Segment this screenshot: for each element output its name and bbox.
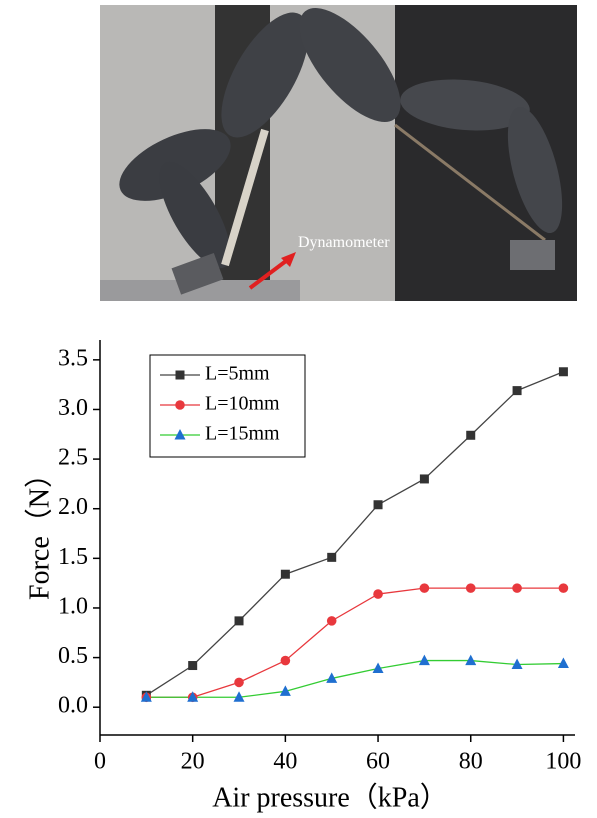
photo-clamp [510, 240, 555, 270]
photo-segment [400, 79, 530, 131]
photo: Dynamometer [100, 5, 577, 301]
data-point [326, 616, 337, 626]
x-tick-label: 0 [94, 749, 106, 775]
x-tick-label: 40 [273, 749, 297, 775]
y-tick-label: 0.0 [58, 693, 88, 719]
photo-clamp [171, 252, 224, 295]
y-tick-label: 2.0 [58, 494, 88, 520]
data-point [511, 658, 523, 670]
data-point [233, 691, 245, 702]
data-point [466, 430, 476, 440]
data-point [512, 386, 522, 396]
legend-marker [175, 370, 185, 380]
x-axis-label: Air pressure（kPa） [212, 781, 448, 813]
y-tick-label: 1.0 [58, 593, 88, 619]
data-point [280, 569, 290, 579]
photo-annotation: Dynamometer [298, 234, 390, 251]
y-tick-label: 3.0 [58, 395, 88, 421]
legend-marker [174, 429, 186, 440]
y-tick-label: 2.5 [58, 445, 88, 471]
data-point [557, 657, 569, 669]
x-tick-label: 100 [545, 749, 581, 775]
data-point [372, 662, 384, 674]
annotation-arrowhead [281, 252, 296, 267]
series-line [145, 371, 564, 696]
legend-marker [175, 400, 185, 410]
series-line [146, 587, 564, 698]
data-point [187, 691, 199, 702]
data-point [234, 616, 244, 626]
data-point [280, 655, 291, 666]
legend-label: L=15mm [205, 423, 280, 445]
photo-base [100, 280, 300, 301]
data-point [327, 552, 337, 562]
data-point [465, 583, 476, 593]
data-point [234, 677, 244, 688]
data-point [279, 685, 291, 696]
photo-segment [507, 106, 563, 234]
y-tick-label: 1.5 [58, 544, 88, 570]
photo-string [394, 123, 546, 242]
data-point [418, 654, 430, 666]
data-point [373, 500, 383, 510]
data-point [512, 583, 522, 593]
photo-segment [299, 8, 401, 122]
annotation-arrow [248, 256, 292, 290]
data-point [326, 672, 338, 683]
y-tick-label: 0.5 [58, 643, 88, 669]
x-tick-label: 80 [459, 749, 483, 775]
data-point [558, 583, 569, 593]
data-point [419, 583, 430, 593]
legend-label: L=5mm [205, 363, 270, 385]
data-point [465, 654, 477, 666]
photo-segment [159, 161, 231, 269]
photo-segment [221, 12, 309, 138]
y-tick-label: 3.5 [58, 345, 88, 371]
legend-label: L=10mm [205, 393, 280, 415]
x-tick-label: 20 [181, 749, 205, 775]
data-point [140, 691, 152, 702]
data-point [558, 367, 568, 377]
photo-strap [221, 128, 269, 267]
series-line [146, 659, 564, 698]
data-point [373, 589, 383, 599]
data-point [419, 474, 429, 484]
y-axis-label: Force（N） [23, 460, 55, 600]
data-point [188, 661, 198, 671]
x-tick-label: 60 [366, 749, 390, 775]
